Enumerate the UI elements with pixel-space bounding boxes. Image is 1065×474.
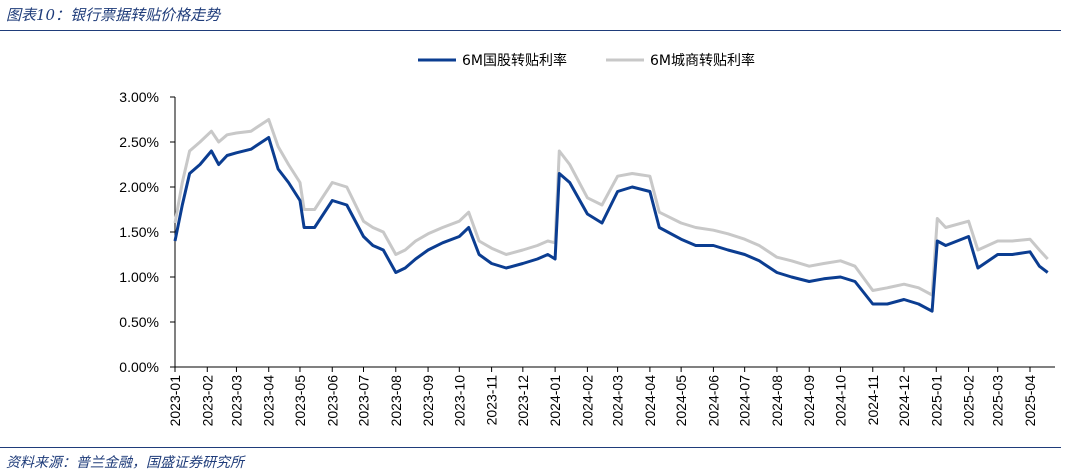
y-tick-label: 3.00%: [119, 89, 159, 105]
x-tick-label: 2025-01: [928, 375, 944, 427]
x-tick-label: 2023-06: [324, 375, 340, 427]
x-tick-label: 2025-02: [961, 375, 977, 427]
x-tick-label: 2023-09: [420, 375, 436, 427]
legend-label-cs: 6M城商转贴利率: [650, 52, 755, 69]
source-rule: [0, 447, 1061, 448]
x-tick-label: 2025-04: [1022, 375, 1038, 427]
x-tick-label: 2024-07: [737, 375, 753, 427]
figure-title: 图表10：银行票据转贴价格走势: [6, 6, 221, 24]
x-tick-label: 2024-04: [642, 375, 658, 427]
legend-label-gq: 6M国股转贴利率: [462, 52, 567, 69]
x-tick-label: 2024-11: [865, 375, 881, 426]
x-tick-label: 2023-08: [388, 375, 404, 427]
x-tick-label: 2023-02: [199, 375, 215, 427]
x-tick-label: 2024-08: [769, 375, 785, 427]
x-tick-label: 2023-05: [292, 375, 308, 427]
x-tick-label: 2023-07: [355, 375, 371, 427]
x-tick-label: 2023-10: [451, 375, 467, 427]
x-tick-label: 2024-10: [832, 375, 848, 427]
x-tick-label: 2023-01: [167, 375, 183, 427]
y-tick-label: 0.50%: [119, 314, 159, 330]
x-tick-label: 2024-09: [801, 375, 817, 427]
y-tick-label: 0.00%: [119, 359, 159, 375]
x-tick-label: 2025-03: [990, 375, 1006, 427]
x-tick-label: 2024-05: [673, 375, 689, 427]
chart-axes: [170, 96, 1055, 372]
series-line-gq: [173, 136, 1049, 313]
x-tick-label: 2024-01: [547, 375, 563, 427]
y-axis-tick-labels: 0.00% 0.50% 1.00% 1.50% 2.00% 2.50% 3.00%: [119, 89, 159, 375]
x-tick-label: 2024-03: [610, 375, 626, 427]
x-tick-label: 2023-11: [484, 375, 500, 426]
x-tick-label: 2023-04: [261, 375, 277, 427]
y-tick-label: 2.00%: [119, 179, 159, 195]
chart-series-lines: [173, 118, 1049, 313]
x-axis-tick-labels: 2023-01 2023-02 2023-03 2023-04 2023-05 2023-…: [167, 375, 1038, 427]
y-tick-label: 1.00%: [119, 269, 159, 285]
x-tick-label: 2023-12: [515, 375, 531, 427]
x-tick-label: 2023-03: [228, 375, 244, 427]
chart-legend: 6M国股转贴利率 6M城商转贴利率: [418, 52, 755, 69]
figure-source: 资料来源：普兰金融，国盛证券研究所: [6, 455, 244, 471]
y-tick-label: 1.50%: [119, 224, 159, 240]
x-tick-label: 2024-06: [705, 375, 721, 427]
title-rule: [0, 30, 1061, 31]
y-tick-label: 2.50%: [119, 134, 159, 150]
x-tick-label: 2024-02: [579, 375, 595, 427]
x-tick-label: 2024-12: [896, 375, 912, 427]
